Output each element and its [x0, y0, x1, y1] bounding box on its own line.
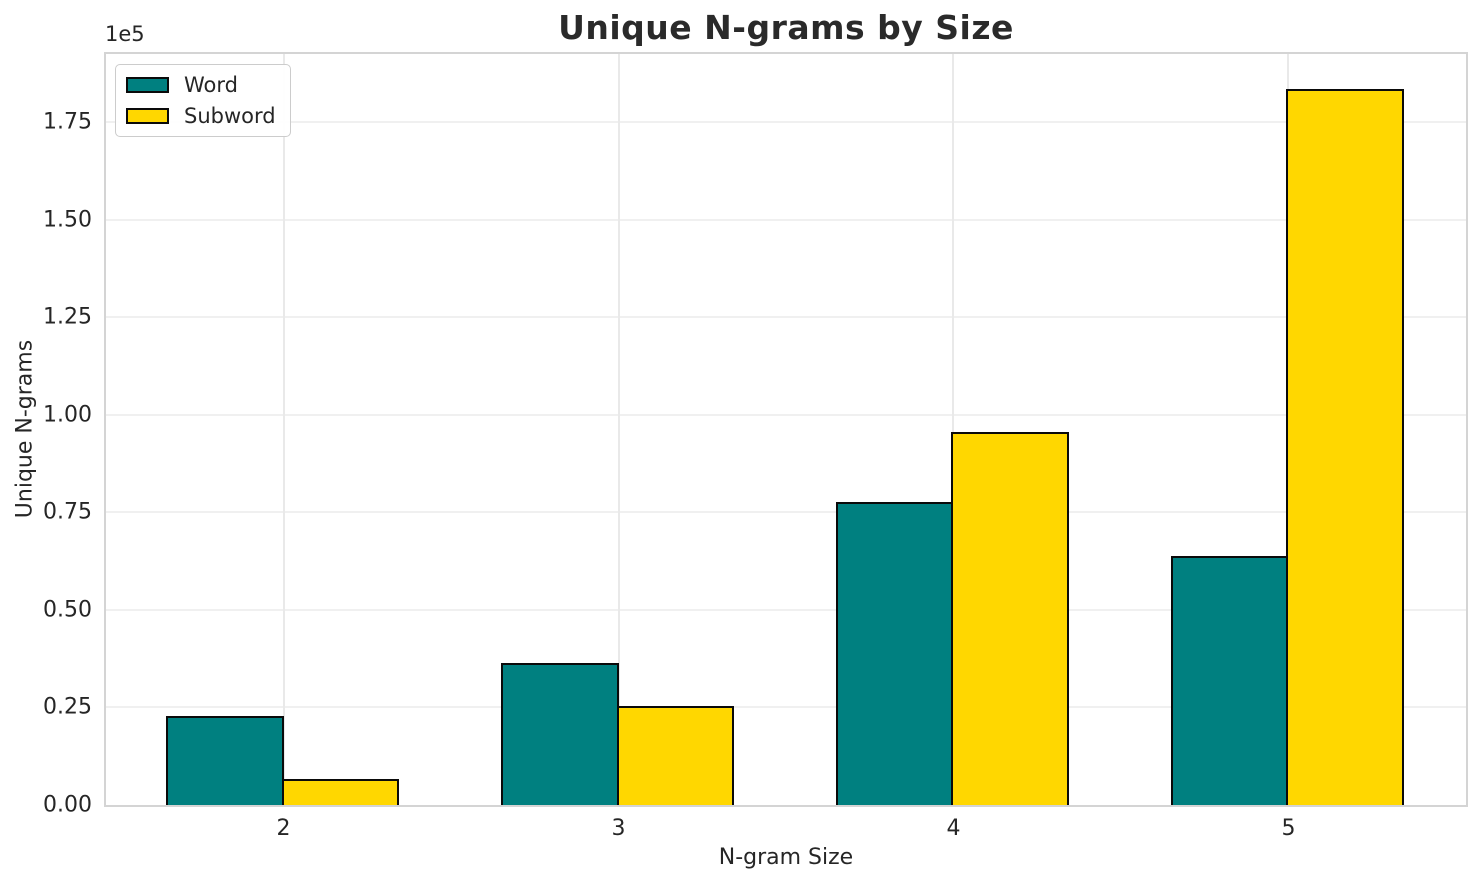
- h-gridline: [106, 413, 1466, 416]
- y-tick-label: 0.25: [43, 694, 92, 720]
- h-gridline: [106, 511, 1466, 514]
- bar-subword-2: [281, 779, 399, 805]
- y-tick-label: 1.50: [43, 207, 92, 233]
- y-tick-label: 1.00: [43, 402, 92, 428]
- bar-subword-3: [616, 705, 734, 805]
- y-axis-label: Unique N-grams: [12, 339, 38, 519]
- h-gridline: [106, 706, 1466, 709]
- legend-swatch-subword: [126, 108, 169, 124]
- bar-word-3: [501, 663, 619, 805]
- legend-swatch-word: [126, 77, 169, 93]
- y-tick-label: 0.50: [43, 597, 92, 623]
- legend-item-subword: Subword: [126, 104, 276, 128]
- x-tick-label: 3: [611, 816, 626, 841]
- h-gridline: [106, 121, 1466, 124]
- v-gridline: [282, 54, 285, 805]
- y-tick-label: 0.00: [43, 792, 92, 818]
- y-tick-label: 1.75: [43, 109, 92, 135]
- legend-label-word: Word: [184, 73, 238, 97]
- x-tick-label: 4: [946, 816, 961, 841]
- legend-item-word: Word: [126, 73, 276, 97]
- v-gridline: [952, 54, 955, 805]
- y-tick-label: 0.75: [43, 499, 92, 525]
- chart-title: Unique N-grams by Size: [558, 8, 1014, 47]
- legend-label-subword: Subword: [184, 104, 276, 128]
- bar-subword-4: [951, 432, 1069, 805]
- plot-area: [104, 52, 1468, 807]
- h-gridline: [106, 316, 1466, 319]
- v-gridline: [617, 54, 620, 805]
- h-gridline: [106, 218, 1466, 221]
- x-tick-label: 5: [1281, 816, 1296, 841]
- y-tick-label: 1.25: [43, 304, 92, 330]
- legend: Word Subword: [115, 64, 291, 137]
- bar-subword-5: [1286, 89, 1404, 805]
- y-axis-offset-label: 1e5: [105, 22, 145, 46]
- bar-word-5: [1171, 555, 1289, 805]
- x-tick-label: 2: [276, 816, 291, 841]
- bar-word-2: [166, 716, 284, 805]
- h-gridline: [106, 608, 1466, 611]
- x-axis-label: N-gram Size: [718, 845, 854, 870]
- bar-word-4: [836, 501, 954, 805]
